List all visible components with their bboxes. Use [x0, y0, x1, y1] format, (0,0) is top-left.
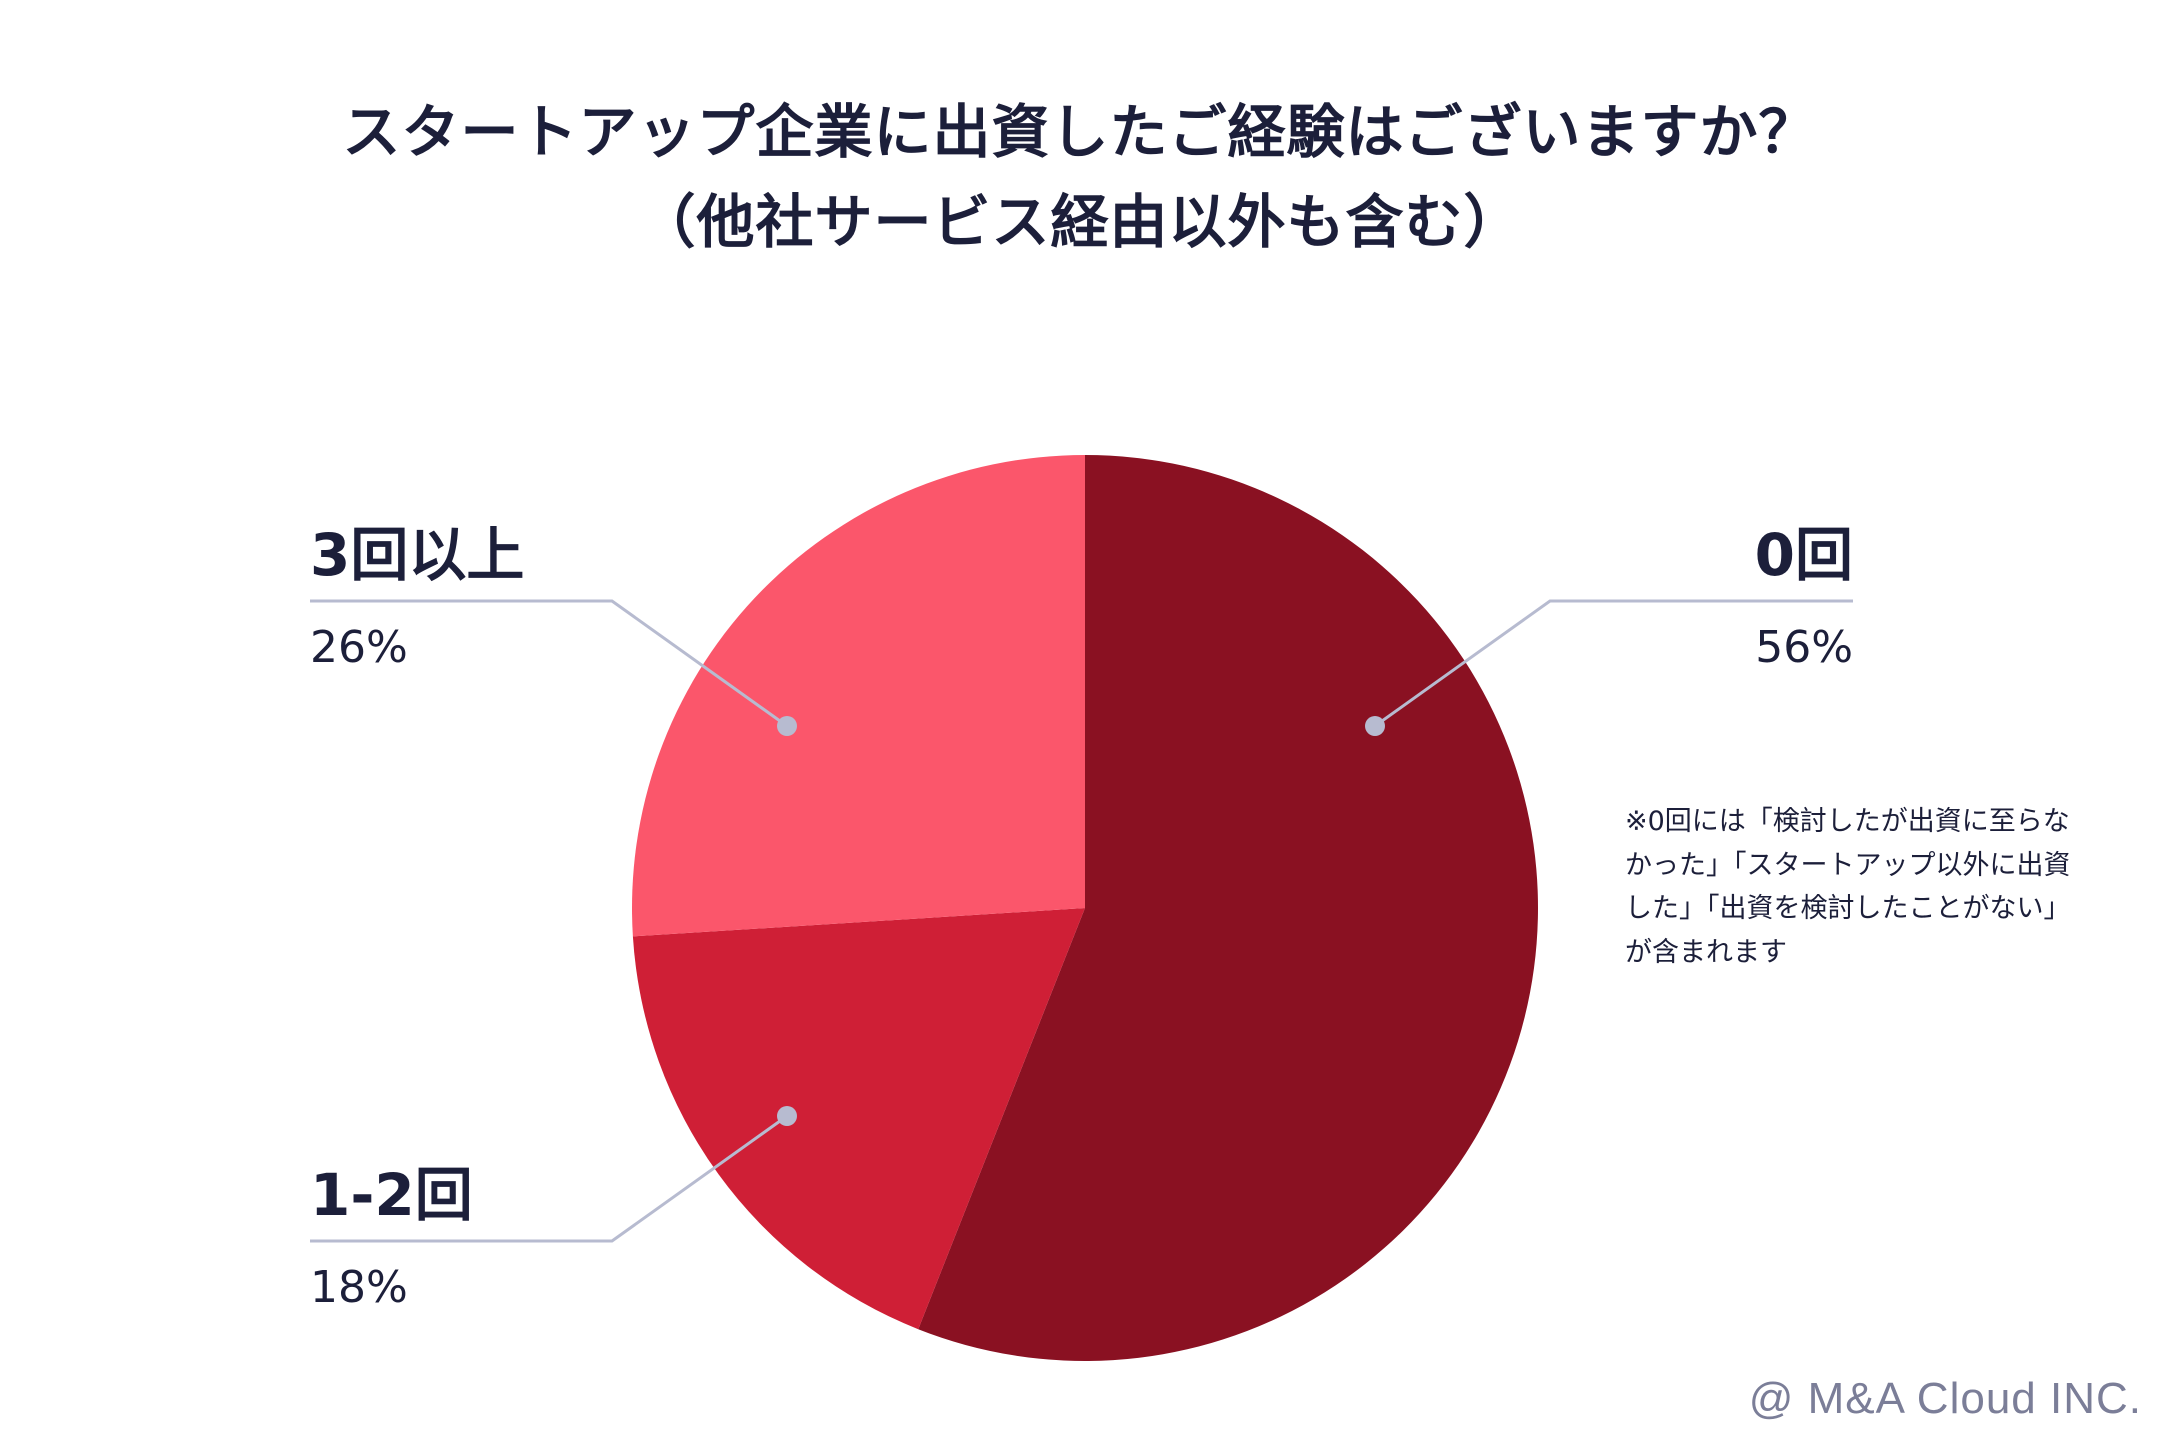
slice-label-1: 1-2回	[310, 1161, 473, 1229]
chart-subtitle: （他社サービス経由以外も含む）	[637, 188, 1523, 256]
pie-slices	[632, 455, 1538, 1361]
slice-label-2: 3回以上	[310, 521, 524, 589]
slice-value-2: 26%	[310, 622, 408, 673]
pie-slice-0	[918, 455, 1538, 1361]
leader-lines	[310, 599, 1853, 1243]
slice-value-1: 18%	[310, 1262, 408, 1313]
footnote: ※0回には「検討したが出資に至らなかった」「スタートアップ以外に出資した」「出資…	[1625, 806, 2071, 969]
slice-labels: 0回 56% 1-2回 18% 3回以上 26%	[310, 521, 1853, 1313]
copyright-text: @ M&A Cloud INC.	[1748, 1374, 2142, 1423]
leader-dot-1	[777, 1106, 797, 1126]
leader-line-2	[310, 599, 788, 728]
leader-dot-2	[777, 716, 797, 736]
pie-slice-2	[632, 455, 1085, 937]
slice-value-0: 56%	[1755, 622, 1853, 673]
leader-dot-0	[1365, 716, 1385, 736]
chart-title: スタートアップ企業に出資したご経験はございますか？	[342, 98, 1818, 166]
leader-line-0	[1374, 599, 1853, 728]
leader-line-1	[310, 1114, 788, 1243]
pie-slice-1	[632, 908, 1085, 1330]
slice-label-0: 0回	[1755, 521, 1853, 589]
